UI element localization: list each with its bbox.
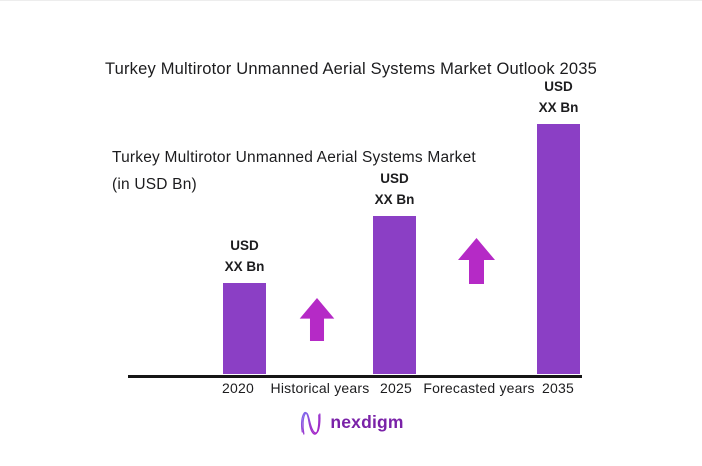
bar-group-2035: USD XX Bn xyxy=(537,77,580,374)
y-axis-title-line2: (in USD Bn) xyxy=(112,176,197,193)
nexdigm-logo: nexdigm xyxy=(298,408,403,437)
growth-arrow-1-icon xyxy=(299,298,335,341)
bar-2035 xyxy=(537,124,580,374)
bar-value-label-2035: USD XX Bn xyxy=(538,79,579,115)
y-axis-title: Turkey Multirotor Unmanned Aerial System… xyxy=(112,144,476,198)
tick-2025: 2025 xyxy=(380,380,412,396)
bar-value-label-2020: USD XX Bn xyxy=(224,238,265,274)
period-label-forecasted: Forecasted years xyxy=(423,380,535,396)
y-axis-title-line1: Turkey Multirotor Unmanned Aerial System… xyxy=(112,149,476,166)
bar-value-label-2025: USD XX Bn xyxy=(374,171,415,207)
x-axis-line xyxy=(128,375,582,378)
bar-group-2020: USD XX Bn xyxy=(223,236,266,374)
bar-2020 xyxy=(223,283,266,374)
nexdigm-n-icon xyxy=(300,411,321,435)
chart-title: Turkey Multirotor Unmanned Aerial System… xyxy=(104,60,598,78)
bar-2025 xyxy=(373,216,416,374)
tick-2020: 2020 xyxy=(222,380,254,396)
tick-2035: 2035 xyxy=(542,380,574,396)
period-label-historical: Historical years xyxy=(270,380,370,396)
growth-arrow-2-icon xyxy=(458,238,495,284)
bar-group-2025: USD XX Bn xyxy=(373,169,416,374)
nexdigm-wordmark: nexdigm xyxy=(330,412,404,432)
